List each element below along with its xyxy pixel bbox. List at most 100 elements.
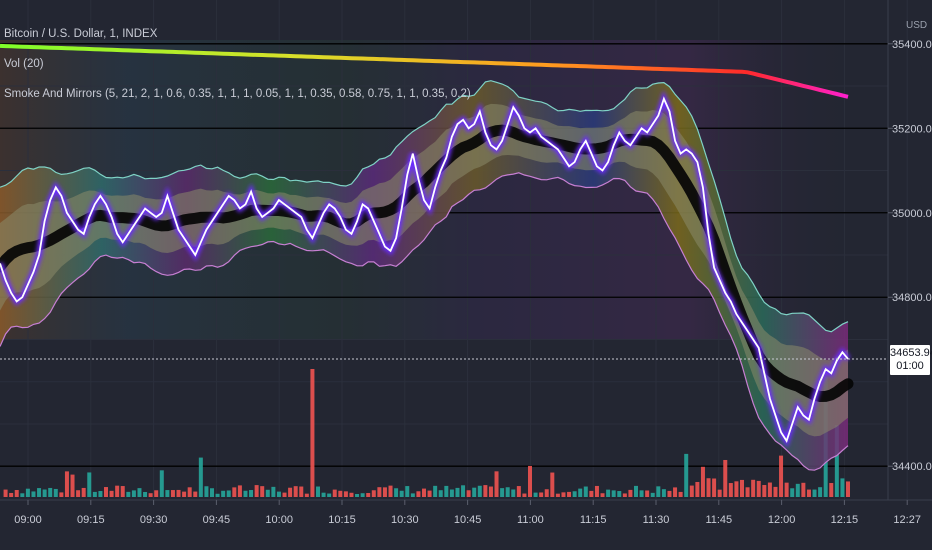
- volume-bar: [371, 490, 376, 497]
- volume-bar: [293, 486, 298, 497]
- volume-bar: [695, 481, 700, 497]
- currency-label: USD: [906, 20, 928, 31]
- volume-bar: [433, 485, 438, 497]
- x-tick-label: 09:15: [77, 514, 105, 526]
- volume-bar: [182, 491, 187, 497]
- volume-bar: [544, 489, 549, 497]
- x-tick-label: 12:15: [831, 514, 859, 526]
- volume-bar: [304, 493, 309, 497]
- volume-legend[interactable]: Vol (20): [4, 58, 44, 70]
- x-tick-label: 09:00: [14, 514, 42, 526]
- volume-bar: [198, 457, 203, 497]
- volume-bar: [377, 487, 382, 497]
- volume-bar: [37, 488, 42, 497]
- volume-bar: [728, 483, 733, 497]
- volume-bar: [673, 487, 678, 497]
- volume-bar: [745, 487, 750, 497]
- volume-bar: [76, 490, 81, 497]
- trend-line: [0, 43, 849, 99]
- volume-bar: [399, 490, 404, 497]
- volume-bar: [193, 491, 198, 497]
- x-tick-label: 11:15: [580, 514, 607, 526]
- volume-bar: [734, 481, 739, 497]
- volume-bar: [221, 490, 226, 497]
- volume-bar: [449, 489, 454, 497]
- volume-bar: [667, 490, 672, 497]
- volume-bar: [310, 369, 315, 497]
- volume-bar: [226, 490, 231, 497]
- volume-bar: [578, 488, 583, 497]
- volume-bar: [282, 492, 287, 497]
- volume-bar: [751, 479, 756, 497]
- volume-bar: [583, 486, 588, 497]
- volume-bar: [249, 490, 254, 497]
- volume-bar: [64, 471, 69, 497]
- volume-bar: [684, 453, 689, 497]
- volume-bar: [840, 478, 845, 497]
- volume-bar: [689, 485, 694, 497]
- volume-bar: [461, 485, 466, 497]
- upper-band-line: [0, 80, 849, 333]
- volume-bar: [215, 493, 220, 497]
- x-tick-label: 12:27: [893, 514, 921, 526]
- y-tick-label: 35400.00: [892, 39, 932, 51]
- last-price-tag: 34653.94 01:00: [890, 344, 932, 375]
- volume-bar: [327, 493, 332, 497]
- volume-bar: [600, 493, 605, 497]
- volume-bar: [148, 493, 153, 497]
- volume-bar: [31, 491, 36, 497]
- volume-bar: [276, 491, 281, 497]
- volume-bar: [98, 491, 103, 497]
- volume-bar: [555, 493, 560, 497]
- volume-bar: [834, 425, 839, 497]
- volume-bar: [628, 489, 633, 497]
- volume-bar: [154, 490, 159, 497]
- volume-bar: [483, 485, 488, 497]
- x-tick-label: 09:30: [140, 514, 168, 526]
- indicator-legend[interactable]: Smoke And Mirrors (5, 21, 2, 1, 0.6, 0.3…: [4, 88, 471, 100]
- volume-bar: [42, 489, 47, 497]
- volume-bar: [717, 489, 722, 497]
- x-tick-label: 11:30: [643, 514, 670, 526]
- volume-bars: [3, 369, 850, 497]
- volume-bar: [455, 487, 460, 497]
- volume-bar: [806, 489, 811, 497]
- volume-bar: [795, 483, 800, 497]
- x-tick-label: 11:45: [705, 514, 732, 526]
- volume-bar: [338, 490, 343, 497]
- volume-bar: [494, 471, 499, 497]
- volume-bar: [650, 492, 655, 497]
- volume-bar: [762, 485, 767, 497]
- volume-bar: [137, 488, 142, 497]
- volume-bar: [170, 490, 175, 497]
- symbol-legend[interactable]: Bitcoin / U.S. Dollar, 1, INDEX: [4, 28, 158, 40]
- volume-bar: [700, 466, 705, 497]
- volume-bar: [466, 490, 471, 497]
- volume-bar: [645, 490, 650, 497]
- volume-bar: [316, 486, 320, 497]
- volume-bar: [14, 490, 19, 497]
- volume-bar: [477, 485, 482, 497]
- last-price-value: 34653.94: [890, 346, 932, 359]
- volume-bar: [516, 486, 521, 497]
- volume-bar: [846, 481, 850, 497]
- volume-bar: [422, 488, 426, 497]
- volume-bar: [243, 490, 248, 497]
- volume-bar: [405, 486, 410, 497]
- volume-bar: [656, 486, 661, 497]
- volume-bar: [366, 493, 371, 497]
- volume-bar: [611, 490, 616, 497]
- volume-bar: [639, 490, 644, 497]
- volume-bar: [176, 489, 181, 497]
- x-tick-label: 10:00: [265, 514, 293, 526]
- volume-bar: [661, 489, 666, 497]
- volume-bar: [232, 487, 237, 497]
- volume-bar: [131, 490, 136, 497]
- volume-bar: [92, 491, 97, 497]
- volume-bar: [394, 488, 399, 497]
- volume-bar: [756, 480, 761, 497]
- volume-bar: [511, 489, 516, 497]
- volume-bar: [561, 492, 566, 497]
- volume-bar: [321, 492, 326, 497]
